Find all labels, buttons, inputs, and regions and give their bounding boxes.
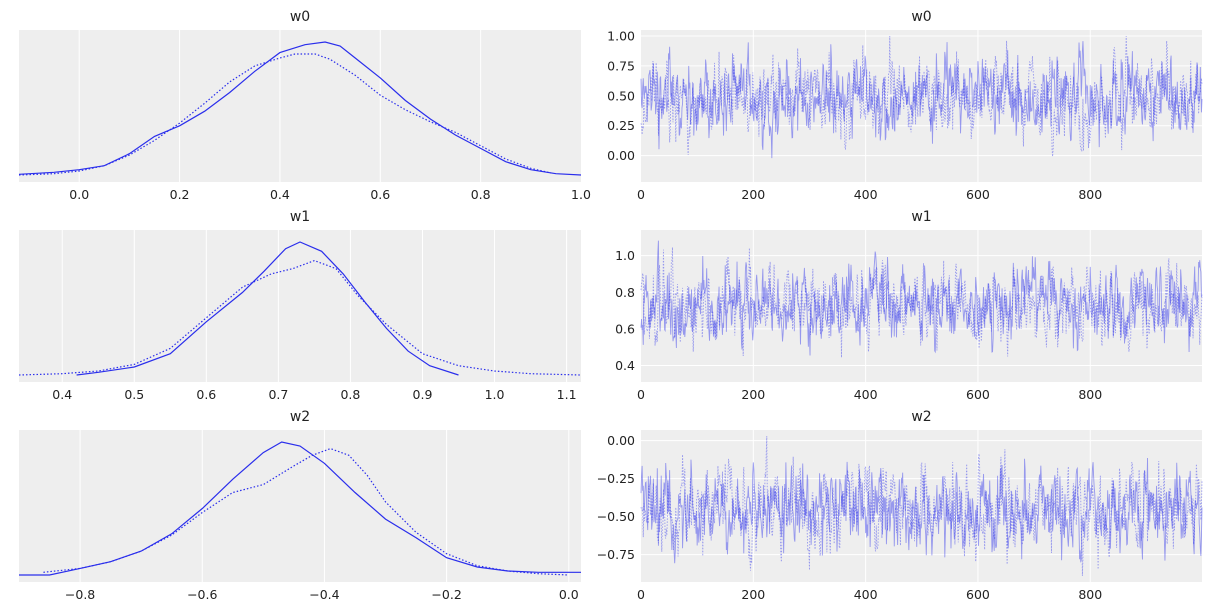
x-tick-label: −0.2 bbox=[431, 587, 461, 602]
panel-title: w2 bbox=[290, 409, 310, 425]
y-tick-label: 1.0 bbox=[615, 248, 635, 263]
panel-w2-trace: w2 0 200 400 600 800 0.00 −0.25 −0.50 −0.75 bbox=[597, 409, 1203, 602]
x-tick-label: 800 bbox=[1078, 587, 1102, 602]
trace-line-chain-1 bbox=[640, 436, 1203, 576]
x-tick-label: 600 bbox=[966, 587, 990, 602]
x-tick-label: 200 bbox=[741, 587, 765, 602]
density-line-chain-1 bbox=[18, 53, 552, 176]
y-tick-label: 0.00 bbox=[607, 433, 635, 448]
x-tick-label: 0.0 bbox=[559, 587, 579, 602]
trace-line-chain-1 bbox=[640, 247, 1203, 358]
x-tick-label: −0.8 bbox=[65, 587, 95, 602]
y-tick-label: 1.00 bbox=[607, 28, 635, 43]
plot-area bbox=[641, 430, 1202, 582]
x-tick-label: 0 bbox=[637, 387, 645, 402]
x-tick-label: 800 bbox=[1078, 387, 1102, 402]
x-tick-label: 0 bbox=[637, 587, 645, 602]
panel-w0-density: w0 0.0 0.2 0.4 0.6 0.8 1.0 bbox=[18, 9, 591, 202]
x-tick-label: 0.8 bbox=[340, 387, 360, 402]
x-tick-label: 400 bbox=[854, 387, 878, 402]
x-tick-label: −0.4 bbox=[309, 587, 339, 602]
x-tick-label: 0.0 bbox=[69, 187, 89, 202]
panel-title: w0 bbox=[290, 9, 310, 25]
x-tick-label: 800 bbox=[1078, 187, 1102, 202]
panel-title: w1 bbox=[911, 209, 931, 225]
x-tick-label: 200 bbox=[741, 187, 765, 202]
plot-area bbox=[641, 30, 1202, 182]
y-tick-label: 0.50 bbox=[607, 88, 635, 103]
plot-area bbox=[19, 30, 581, 182]
trace-line-chain-0 bbox=[640, 240, 1203, 356]
density-line-chain-0 bbox=[76, 241, 459, 376]
trace-line-chain-1 bbox=[640, 35, 1203, 157]
x-tick-label: 0.2 bbox=[170, 187, 190, 202]
y-tick-label: 0.6 bbox=[615, 321, 635, 336]
plot-area bbox=[19, 230, 581, 382]
y-tick-label: 0.4 bbox=[615, 358, 635, 373]
density-line-chain-0 bbox=[18, 41, 582, 176]
y-tick-label: 0.00 bbox=[607, 148, 635, 163]
x-tick-label: 0 bbox=[637, 187, 645, 202]
plot-area bbox=[19, 430, 581, 582]
x-tick-label: 0.6 bbox=[370, 187, 390, 202]
x-tick-label: 0.5 bbox=[124, 387, 144, 402]
x-tick-label: 400 bbox=[854, 187, 878, 202]
density-line-chain-1 bbox=[18, 259, 582, 376]
y-tick-label: −0.75 bbox=[597, 547, 635, 562]
panel-title: w2 bbox=[911, 409, 931, 425]
x-tick-label: 1.0 bbox=[571, 187, 591, 202]
y-tick-label: 0.75 bbox=[607, 58, 635, 73]
panel-w2-density: w2 −0.8 −0.6 −0.4 −0.2 0.0 bbox=[19, 409, 581, 602]
x-tick-label: 200 bbox=[741, 387, 765, 402]
y-tick-label: −0.25 bbox=[597, 471, 635, 486]
x-tick-label: 0.4 bbox=[270, 187, 290, 202]
panel-w1-trace: w1 0 200 400 600 800 0.4 0.6 0.8 1.0 bbox=[615, 209, 1203, 402]
panel-w0-trace: w0 0 200 400 600 800 0.00 0.25 0.50 0.75 1.00 bbox=[607, 9, 1203, 202]
x-tick-label: 0.8 bbox=[471, 187, 491, 202]
x-tick-label: 0.4 bbox=[52, 387, 72, 402]
y-tick-label: 0.25 bbox=[607, 118, 635, 133]
x-tick-label: 400 bbox=[854, 587, 878, 602]
x-tick-label: 1.0 bbox=[485, 387, 505, 402]
x-tick-label: 1.1 bbox=[557, 387, 577, 402]
panel-title: w1 bbox=[290, 209, 310, 225]
x-tick-label: 0.9 bbox=[413, 387, 433, 402]
x-tick-label: 600 bbox=[966, 187, 990, 202]
y-tick-label: 0.8 bbox=[615, 285, 635, 300]
y-tick-label: −0.50 bbox=[597, 509, 635, 524]
x-tick-label: −0.6 bbox=[187, 587, 217, 602]
trace-line-chain-0 bbox=[640, 458, 1203, 564]
x-tick-label: 600 bbox=[966, 387, 990, 402]
panel-w1-density: w10.30.40.50.60.70.80.91.01.1 bbox=[0, 209, 582, 402]
x-tick-label: 0.7 bbox=[268, 387, 288, 402]
panel-title: w0 bbox=[911, 9, 931, 25]
density-line-chain-1 bbox=[43, 447, 569, 576]
trace-line-chain-0 bbox=[640, 41, 1203, 159]
x-tick-label: 0.6 bbox=[196, 387, 216, 402]
